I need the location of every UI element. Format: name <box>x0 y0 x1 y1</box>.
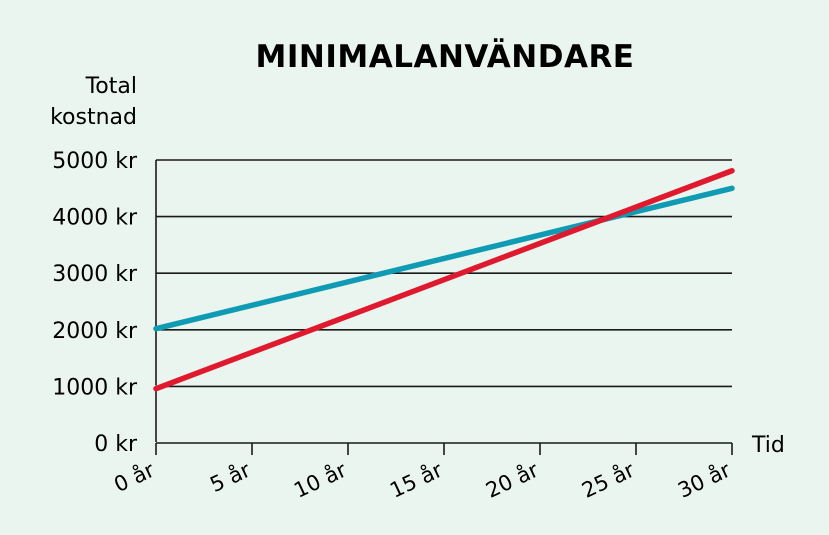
y-axis-ticks: 0 kr 1000 kr 2000 kr 3000 kr 4000 kr 5000 kr <box>52 149 138 457</box>
y-tick-label: 4000 kr <box>52 206 138 231</box>
y-tick-label: 2000 kr <box>52 319 138 344</box>
y-tick-label: 0 kr <box>94 432 138 457</box>
x-tick-label: 25 år <box>578 457 639 503</box>
x-axis-label: Tid <box>751 433 785 458</box>
chart-title: MINIMALANVÄNDARE <box>256 39 635 75</box>
y-axis-label-line-2: kostnad <box>50 105 137 130</box>
gridlines <box>156 159 732 388</box>
x-tick-label: 5 år <box>206 457 255 497</box>
x-tick-label: 30 år <box>674 457 735 503</box>
y-tick-label: 3000 kr <box>52 262 138 287</box>
x-tick-label: 20 år <box>482 457 543 503</box>
series-line <box>153 185 735 332</box>
x-tick-label: 0 år <box>110 457 159 497</box>
x-tick-label: 10 år <box>290 457 351 503</box>
series-line <box>153 168 735 392</box>
y-tick-label: 1000 kr <box>52 375 138 400</box>
y-axis-label-line-1: Total <box>85 74 137 99</box>
x-tick-label: 15 år <box>386 457 447 503</box>
y-tick-label: 5000 kr <box>52 149 138 174</box>
series-lines <box>153 168 735 392</box>
